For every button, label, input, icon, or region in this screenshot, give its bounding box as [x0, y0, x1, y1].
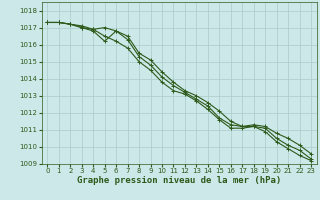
X-axis label: Graphe pression niveau de la mer (hPa): Graphe pression niveau de la mer (hPa): [77, 176, 281, 185]
